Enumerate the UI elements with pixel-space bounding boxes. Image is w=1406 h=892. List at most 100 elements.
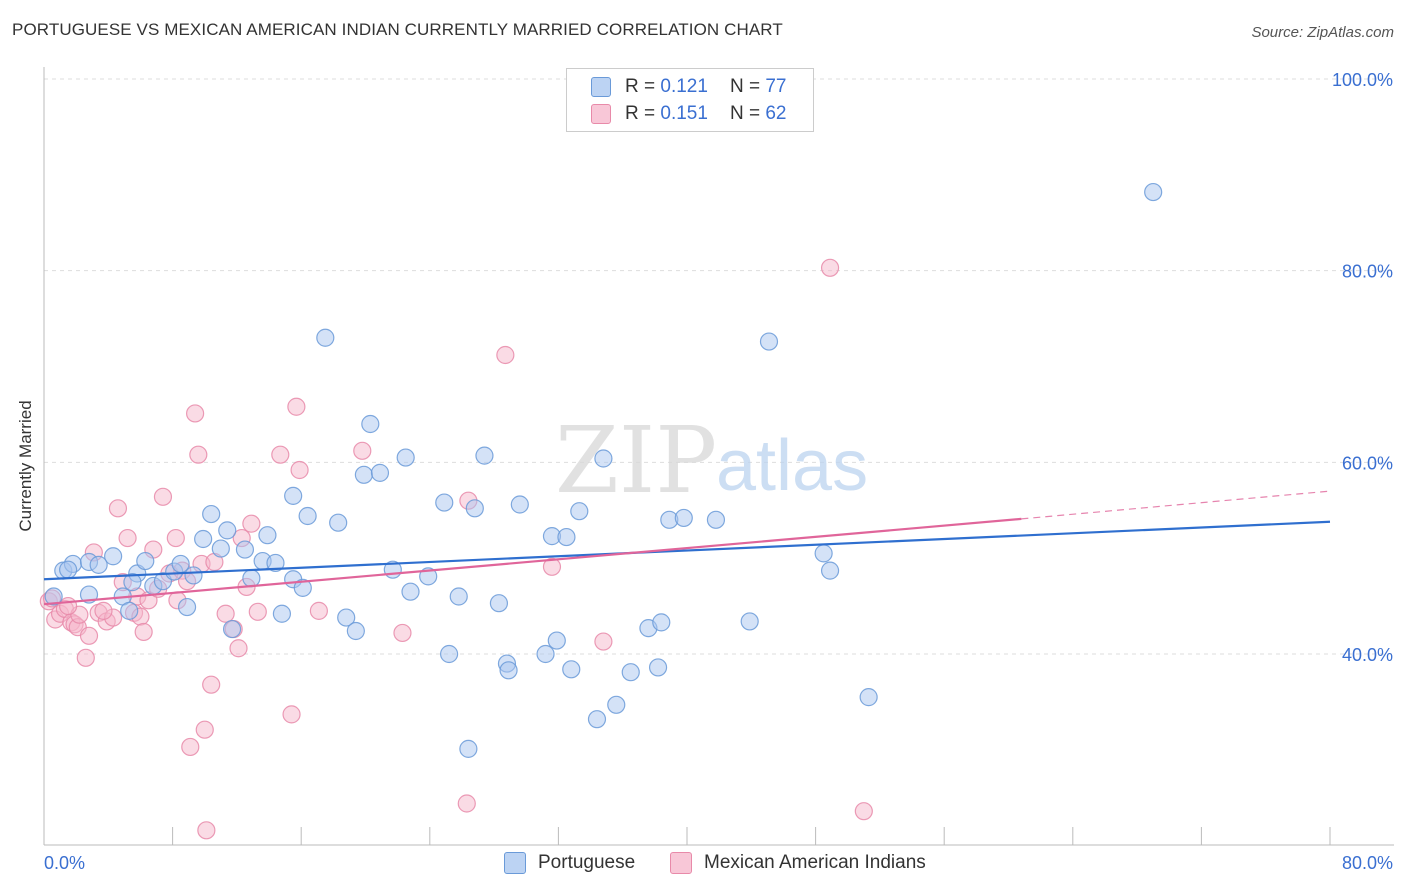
data-point-portuguese [510, 495, 529, 514]
data-point-mexican-american-indians [202, 675, 221, 694]
data-point-portuguese [44, 587, 63, 606]
series-label-portuguese: Portuguese [538, 852, 636, 873]
y-axis-label: Currently Married [16, 400, 35, 532]
data-point-portuguese [536, 644, 555, 664]
y-tick-label: 40.0% [1342, 645, 1393, 665]
axes [43, 67, 1394, 846]
correlation-legend: R = 0.121 N = 77 R = 0.151 N = 62 [566, 68, 814, 132]
data-point-portuguese [759, 332, 779, 351]
source-credit: Source: ZipAtlas.com [1251, 24, 1394, 41]
data-point-portuguese [547, 631, 566, 650]
data-point-portuguese [298, 506, 317, 526]
data-point-mexican-american-indians [282, 705, 301, 724]
data-point-portuguese [706, 510, 726, 529]
legend-r-value-portuguese: 0.121 [660, 76, 708, 97]
data-point-portuguese [499, 661, 518, 680]
data-point-portuguese [419, 567, 438, 586]
trend-line-mexican-american-indians-extension [1021, 490, 1331, 520]
data-point-portuguese [89, 555, 108, 574]
data-point-portuguese [59, 560, 78, 579]
data-point-mexican-american-indians [248, 602, 267, 621]
data-point-portuguese [123, 573, 142, 592]
data-point-mexican-american-indians [195, 720, 214, 739]
data-point-portuguese [136, 551, 155, 571]
data-point-portuguese [316, 328, 335, 347]
data-point-mexican-american-indians [108, 499, 128, 518]
y-tick-label: 100.0% [1332, 70, 1393, 90]
data-point-mexican-american-indians [457, 794, 476, 813]
legend-row-mexican-american-indians: R = 0.151 N = 62 [591, 103, 786, 125]
data-point-portuguese [272, 604, 292, 623]
data-point-mexican-american-indians [393, 623, 412, 643]
data-point-portuguese [194, 529, 213, 549]
series-swatch-mexican-american-indians [670, 852, 692, 874]
data-point-mexican-american-indians [181, 737, 200, 757]
data-point-mexican-american-indians [59, 596, 78, 616]
data-point-portuguese [435, 493, 454, 512]
data-point-portuguese [329, 513, 348, 532]
legend-r-label: R = [625, 103, 656, 124]
data-point-portuguese [587, 710, 607, 729]
data-point-portuguese [859, 688, 878, 707]
data-point-portuguese [648, 658, 668, 677]
legend-row-portuguese: R = 0.121 N = 77 [591, 76, 786, 98]
x-tick-label: 0.0% [44, 853, 85, 873]
data-point-portuguese [1144, 182, 1163, 202]
x-tick-label: 80.0% [1342, 853, 1393, 873]
data-point-mexican-american-indians [186, 404, 205, 423]
data-point-portuguese [202, 504, 221, 524]
series-label-mexican-american-indians: Mexican American Indians [704, 852, 926, 873]
data-point-portuguese [370, 463, 390, 482]
trend-lines [43, 490, 1331, 606]
data-point-mexican-american-indians [134, 622, 153, 642]
series-swatch-portuguese [504, 852, 526, 874]
data-point-portuguese [354, 465, 373, 484]
data-point-portuguese [820, 561, 840, 580]
data-point-portuguese [465, 499, 484, 518]
data-point-mexican-american-indians [271, 445, 290, 464]
trend-line-mexican-american-indians [43, 517, 1022, 606]
data-point-portuguese [459, 739, 478, 758]
grid-lines [44, 78, 1394, 655]
data-point-mexican-american-indians [594, 632, 613, 651]
data-point-portuguese [242, 569, 261, 588]
data-point-mexican-american-indians [189, 445, 208, 464]
legend-n-value-portuguese: 77 [765, 76, 787, 97]
data-point-portuguese [562, 660, 581, 679]
data-point-portuguese [740, 612, 759, 631]
data-point-portuguese [222, 619, 242, 639]
data-point-portuguese [211, 539, 230, 558]
data-point-mexican-american-indians [118, 528, 137, 548]
data-point-mexican-american-indians [854, 802, 873, 821]
data-point-portuguese [284, 486, 303, 505]
data-point-portuguese [235, 540, 255, 559]
data-point-portuguese [177, 597, 197, 617]
data-point-mexican-american-indians [542, 557, 562, 576]
data-point-mexican-american-indians [309, 601, 328, 620]
series-legend-mexican-american-indians: Mexican American Indians [670, 852, 926, 874]
data-point-portuguese [621, 663, 640, 682]
y-tick-label: 60.0% [1342, 453, 1393, 473]
legend-r-value-mexican-american-indians: 0.151 [660, 103, 708, 124]
data-point-portuguese [120, 601, 139, 620]
watermark-atlas: atlas [716, 426, 868, 506]
data-point-mexican-american-indians [353, 441, 372, 460]
data-point-mexican-american-indians [79, 626, 99, 645]
legend-n-label: N = [729, 103, 761, 124]
data-point-portuguese [361, 414, 380, 434]
legend-swatch-mexican-american-indians [591, 104, 611, 124]
data-point-portuguese [607, 695, 626, 714]
data-point-portuguese [652, 613, 671, 632]
mexican-american-indians-points [39, 258, 873, 840]
series-legend-portuguese: Portuguese [504, 852, 635, 874]
data-point-portuguese [570, 502, 589, 521]
legend-n-value-mexican-american-indians: 62 [765, 103, 787, 124]
data-point-portuguese [184, 566, 203, 585]
data-point-portuguese [814, 544, 833, 563]
data-point-portuguese [594, 449, 613, 468]
data-point-portuguese [557, 527, 576, 547]
data-point-portuguese [489, 594, 509, 613]
data-point-mexican-american-indians [216, 604, 235, 623]
